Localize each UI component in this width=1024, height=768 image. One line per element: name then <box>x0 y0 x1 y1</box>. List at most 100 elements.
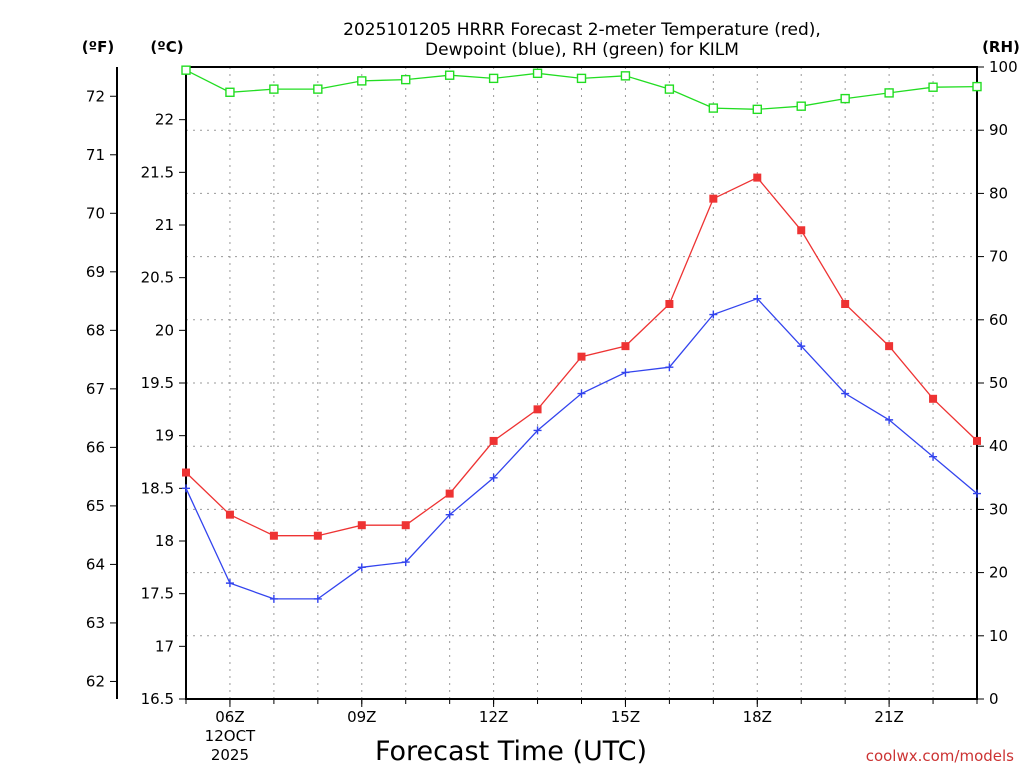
rh-point <box>928 82 938 92</box>
celsius-tick-label: 17 <box>155 637 174 655</box>
rh-point <box>313 84 323 94</box>
rh-point <box>972 81 982 92</box>
temperature-point <box>182 468 190 477</box>
temperature-point <box>885 342 894 351</box>
temperature-point <box>445 489 454 498</box>
x-tick-label: 06Z <box>215 708 244 726</box>
axis-ticks: 16.5 17 17.5 18 18.5 19 19.5 20 20.5 21 21.5 22 62 63… <box>86 58 1018 764</box>
x-tick-label: 18Z <box>743 708 772 726</box>
temperature-point <box>621 342 630 351</box>
rh-point <box>488 73 499 84</box>
dewpoint-point <box>225 579 234 588</box>
rh-tick-label: 90 <box>989 121 1008 139</box>
dewpoint-point <box>753 294 762 303</box>
x-tick-label: 21Z <box>874 708 903 726</box>
rh-tick-label: 40 <box>989 437 1008 455</box>
rh-point <box>884 88 894 98</box>
temperature-point <box>841 300 850 308</box>
credit-link[interactable]: coolwx.com/models <box>866 747 1014 765</box>
fahrenheit-tick-label: 70 <box>86 204 105 222</box>
celsius-tick-label: 20.5 <box>141 269 174 287</box>
x-tick-label: 15Z <box>611 708 640 726</box>
rh-tick-label: 0 <box>989 690 999 708</box>
temperature-point <box>929 394 938 403</box>
rh-tick-label: 60 <box>989 311 1008 329</box>
celsius-tick-label: 19.5 <box>141 374 174 392</box>
temperature-point <box>401 521 410 530</box>
rh-point <box>532 68 543 79</box>
celsius-tick-label: 21.5 <box>141 163 174 181</box>
rh-tick-label: 100 <box>989 58 1018 76</box>
rh-tick-label: 80 <box>989 184 1008 202</box>
x-tick-label: 09Z <box>347 708 376 726</box>
x-tick-label: 12Z <box>479 708 508 726</box>
dewpoint-point <box>577 389 586 398</box>
rh-unit-label: (RH) <box>982 38 1020 56</box>
dewpoint-point <box>929 452 938 461</box>
celsius-tick-label: 18 <box>155 532 174 550</box>
rh-point <box>444 70 455 80</box>
dewpoint-point <box>445 510 454 519</box>
rh-point <box>225 87 235 97</box>
temperature-point <box>797 226 806 235</box>
dewpoint-point <box>182 484 190 493</box>
fahrenheit-tick-label: 62 <box>86 672 105 690</box>
rh-point <box>840 93 850 104</box>
dewpoint-point <box>841 389 850 398</box>
temperature-point <box>489 436 498 445</box>
x-tick-year-label: 2025 <box>211 746 249 764</box>
temperature-point <box>753 173 762 182</box>
temperature-point <box>533 405 542 414</box>
rh-point <box>708 103 719 113</box>
temperature-point <box>577 352 586 361</box>
chart-title-line2: Dewpoint (blue), RH (green) for KILM <box>425 40 739 60</box>
fahrenheit-unit-label: (ºF) <box>82 38 114 56</box>
celsius-tick-label: 20 <box>155 321 174 339</box>
rh-point <box>752 104 762 115</box>
dewpoint-point <box>313 594 322 603</box>
rh-tick-label: 10 <box>989 627 1008 645</box>
fahrenheit-tick-label: 67 <box>86 380 105 398</box>
dewpoint-point <box>489 473 498 482</box>
dewpoint-point <box>709 310 718 319</box>
fahrenheit-tick-label: 66 <box>86 438 105 456</box>
temperature-point <box>665 300 674 308</box>
fahrenheit-tick-label: 64 <box>86 555 105 573</box>
rh-point <box>620 71 631 81</box>
temperature-point <box>269 531 278 540</box>
temperature-point <box>709 194 718 203</box>
fahrenheit-tick-label: 72 <box>86 87 105 105</box>
celsius-tick-label: 21 <box>155 216 174 234</box>
rh-point <box>401 74 411 85</box>
celsius-tick-label: 18.5 <box>141 479 174 497</box>
fahrenheit-tick-label: 71 <box>86 146 105 164</box>
rh-point <box>664 84 675 94</box>
rh-point <box>796 101 806 111</box>
dewpoint-point <box>269 594 278 603</box>
dewpoint-point <box>885 415 894 424</box>
rh-point <box>181 65 191 75</box>
dewpoint-point <box>973 489 981 498</box>
rh-point <box>269 84 279 94</box>
dewpoint-point <box>357 563 366 572</box>
chart-title-line1: 2025101205 HRRR Forecast 2-meter Tempera… <box>343 20 821 40</box>
x-axis-label: Forecast Time (UTC) <box>375 736 647 767</box>
rh-tick-label: 50 <box>989 374 1008 392</box>
fahrenheit-tick-label: 65 <box>86 497 105 515</box>
fahrenheit-tick-label: 63 <box>86 614 105 632</box>
dewpoint-point <box>401 558 410 567</box>
dewpoint-point <box>621 368 630 377</box>
fahrenheit-tick-label: 68 <box>86 321 105 339</box>
x-tick-date-label: 12OCT <box>205 727 256 745</box>
fahrenheit-tick-label: 69 <box>86 263 105 281</box>
temperature-point <box>973 436 981 445</box>
dewpoint-point <box>533 426 542 435</box>
celsius-tick-label: 16.5 <box>141 690 174 708</box>
dewpoint-point <box>665 363 674 372</box>
rh-tick-label: 30 <box>989 500 1008 518</box>
rh-tick-label: 70 <box>989 248 1008 266</box>
series-markers <box>181 65 982 603</box>
rh-point <box>576 73 587 84</box>
grid-lines <box>186 67 977 699</box>
temperature-point <box>225 510 234 519</box>
